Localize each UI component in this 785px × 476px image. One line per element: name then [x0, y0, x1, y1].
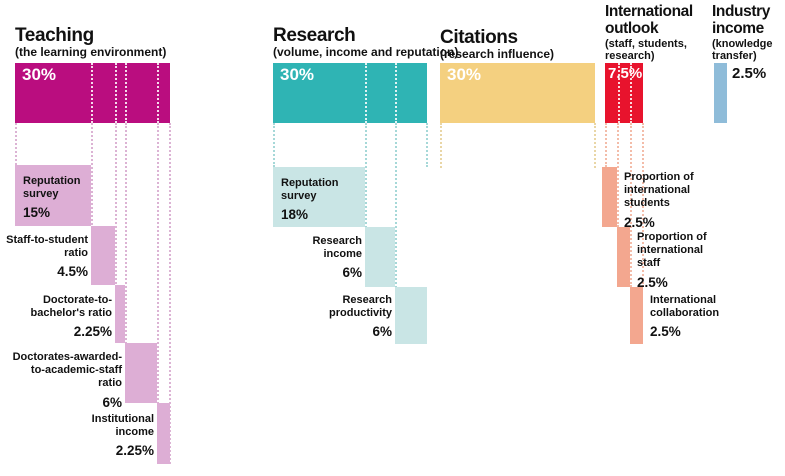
- international-weight-label: 7.5%: [608, 65, 643, 82]
- international-bar-divider: [618, 63, 620, 123]
- international-sub-bar-students: [602, 167, 617, 227]
- teaching-bar-divider: [157, 63, 159, 123]
- international-sub-bar-collaboration: [630, 287, 643, 344]
- sub-label-text: Doctorates-awarded- to-academic-staff ra…: [12, 351, 122, 390]
- teaching-sub-label-institutional-income: Institutional income 2.25%: [72, 413, 154, 458]
- teaching-weight-label: 30%: [22, 65, 57, 84]
- research-guide-line: [395, 123, 397, 343]
- sub-label-value: 2.25%: [115, 443, 154, 459]
- international-section-title: International outlook: [605, 3, 693, 37]
- teaching-guide-line: [125, 123, 127, 403]
- industry-section-title: Industry income: [712, 3, 770, 37]
- teaching-guide-line: [15, 123, 17, 165]
- sub-label-value: 6%: [372, 324, 392, 340]
- sub-label-value: 6%: [102, 394, 122, 410]
- sub-label-text: Institutional income: [91, 413, 154, 439]
- sub-label-text: Doctorate-to- bachelor's ratio: [30, 294, 112, 320]
- sub-label-text: International collaboration: [650, 294, 720, 320]
- teaching-sub-bar-doctorate-bachelor-ratio: [115, 285, 125, 343]
- research-sub-bar-reputation-survey: [273, 167, 365, 227]
- sub-label-value: 15%: [23, 205, 51, 221]
- citations-guide-line: [594, 123, 596, 168]
- research-sub-bar-research-income: [365, 227, 395, 287]
- teaching-sub-label-doctorate-bachelor-ratio: Doctorate-to- bachelor's ratio 2.25%: [20, 294, 112, 339]
- sub-label-value: 6%: [342, 265, 362, 281]
- research-section-subtitle: (volume, income and reputation): [273, 45, 459, 59]
- teaching-sub-bar-doctorates-awarded-ratio: [125, 343, 157, 403]
- citations-main-bar: [440, 63, 595, 123]
- international-guide-line: [605, 123, 607, 167]
- teaching-section-title: Teaching: [15, 25, 94, 46]
- international-sub-label-collaboration: International collaboration 2.5%: [650, 294, 745, 339]
- industry-main-bar: [714, 63, 727, 123]
- research-sub-label-reputation-survey: Reputation survey 18%: [281, 177, 361, 222]
- international-section-subtitle: (staff, students, research): [605, 38, 687, 63]
- research-weight-label: 30%: [280, 65, 315, 84]
- research-guide-line: [365, 123, 367, 287]
- teaching-sub-label-staff-student-ratio: Staff-to-student ratio 4.5%: [6, 234, 88, 279]
- international-sub-label-staff: Proportion of international staff 2.5%: [637, 231, 727, 290]
- research-bar-divider: [365, 63, 367, 123]
- teaching-sub-bar-institutional-income: [157, 403, 170, 464]
- sub-label-text: Research income: [312, 235, 362, 261]
- teaching-bar-divider: [125, 63, 127, 123]
- sub-label-text: Proportion of international staff: [637, 231, 707, 270]
- teaching-sub-bar-staff-student-ratio: [91, 226, 115, 285]
- international-guide-line: [630, 123, 632, 287]
- research-section-title: Research: [273, 25, 356, 46]
- research-sub-label-research-income: Research income 6%: [280, 235, 362, 280]
- sub-label-value: 2.25%: [73, 324, 112, 340]
- sub-label-text: Reputation survey: [23, 175, 81, 201]
- sub-label-value: 18%: [281, 207, 309, 223]
- sub-label-text: Staff-to-student ratio: [6, 234, 88, 260]
- research-main-bar: [273, 63, 427, 123]
- citations-guide-line: [440, 123, 442, 168]
- industry-weight-label: 2.5%: [732, 65, 767, 82]
- research-guide-line: [426, 123, 428, 167]
- international-guide-line: [617, 123, 619, 227]
- teaching-bar-divider: [91, 63, 93, 123]
- teaching-guide-line: [169, 123, 171, 464]
- teaching-sub-label-doctorates-awarded-ratio: Doctorates-awarded- to-academic-staff ra…: [12, 351, 122, 410]
- teaching-guide-line: [157, 123, 159, 464]
- sub-label-value: 2.5%: [637, 274, 668, 290]
- research-bar-divider: [395, 63, 397, 123]
- sub-label-value: 2.5%: [624, 214, 655, 230]
- international-bar-divider: [630, 63, 632, 123]
- sub-label-text: Reputation survey: [281, 177, 339, 203]
- research-sub-bar-research-productivity: [395, 287, 427, 344]
- teaching-guide-line: [115, 123, 117, 343]
- sub-label-text: Research productivity: [329, 294, 392, 320]
- international-main-bar: [605, 63, 643, 123]
- citations-section-subtitle: (research influence): [440, 47, 555, 61]
- research-sub-label-research-productivity: Research productivity 6%: [300, 294, 392, 339]
- teaching-sub-bar-reputation-survey: [15, 165, 91, 226]
- international-sub-label-students: Proportion of international students 2.5…: [624, 171, 714, 230]
- research-guide-line: [273, 123, 275, 167]
- teaching-bar-divider: [115, 63, 117, 123]
- international-sub-bar-staff: [617, 227, 630, 287]
- sub-label-value: 4.5%: [57, 264, 88, 280]
- teaching-sub-label-reputation-survey: Reputation survey 15%: [23, 175, 93, 220]
- citations-weight-label: 30%: [447, 65, 482, 84]
- sub-label-value: 2.5%: [650, 324, 681, 340]
- international-guide-line: [642, 123, 644, 287]
- teaching-guide-line: [91, 123, 93, 285]
- sub-label-text: Proportion of international students: [624, 171, 694, 210]
- teaching-section-subtitle: (the learning environment): [15, 45, 167, 59]
- industry-section-subtitle: (knowledge transfer): [712, 38, 773, 63]
- citations-section-title: Citations: [440, 27, 518, 48]
